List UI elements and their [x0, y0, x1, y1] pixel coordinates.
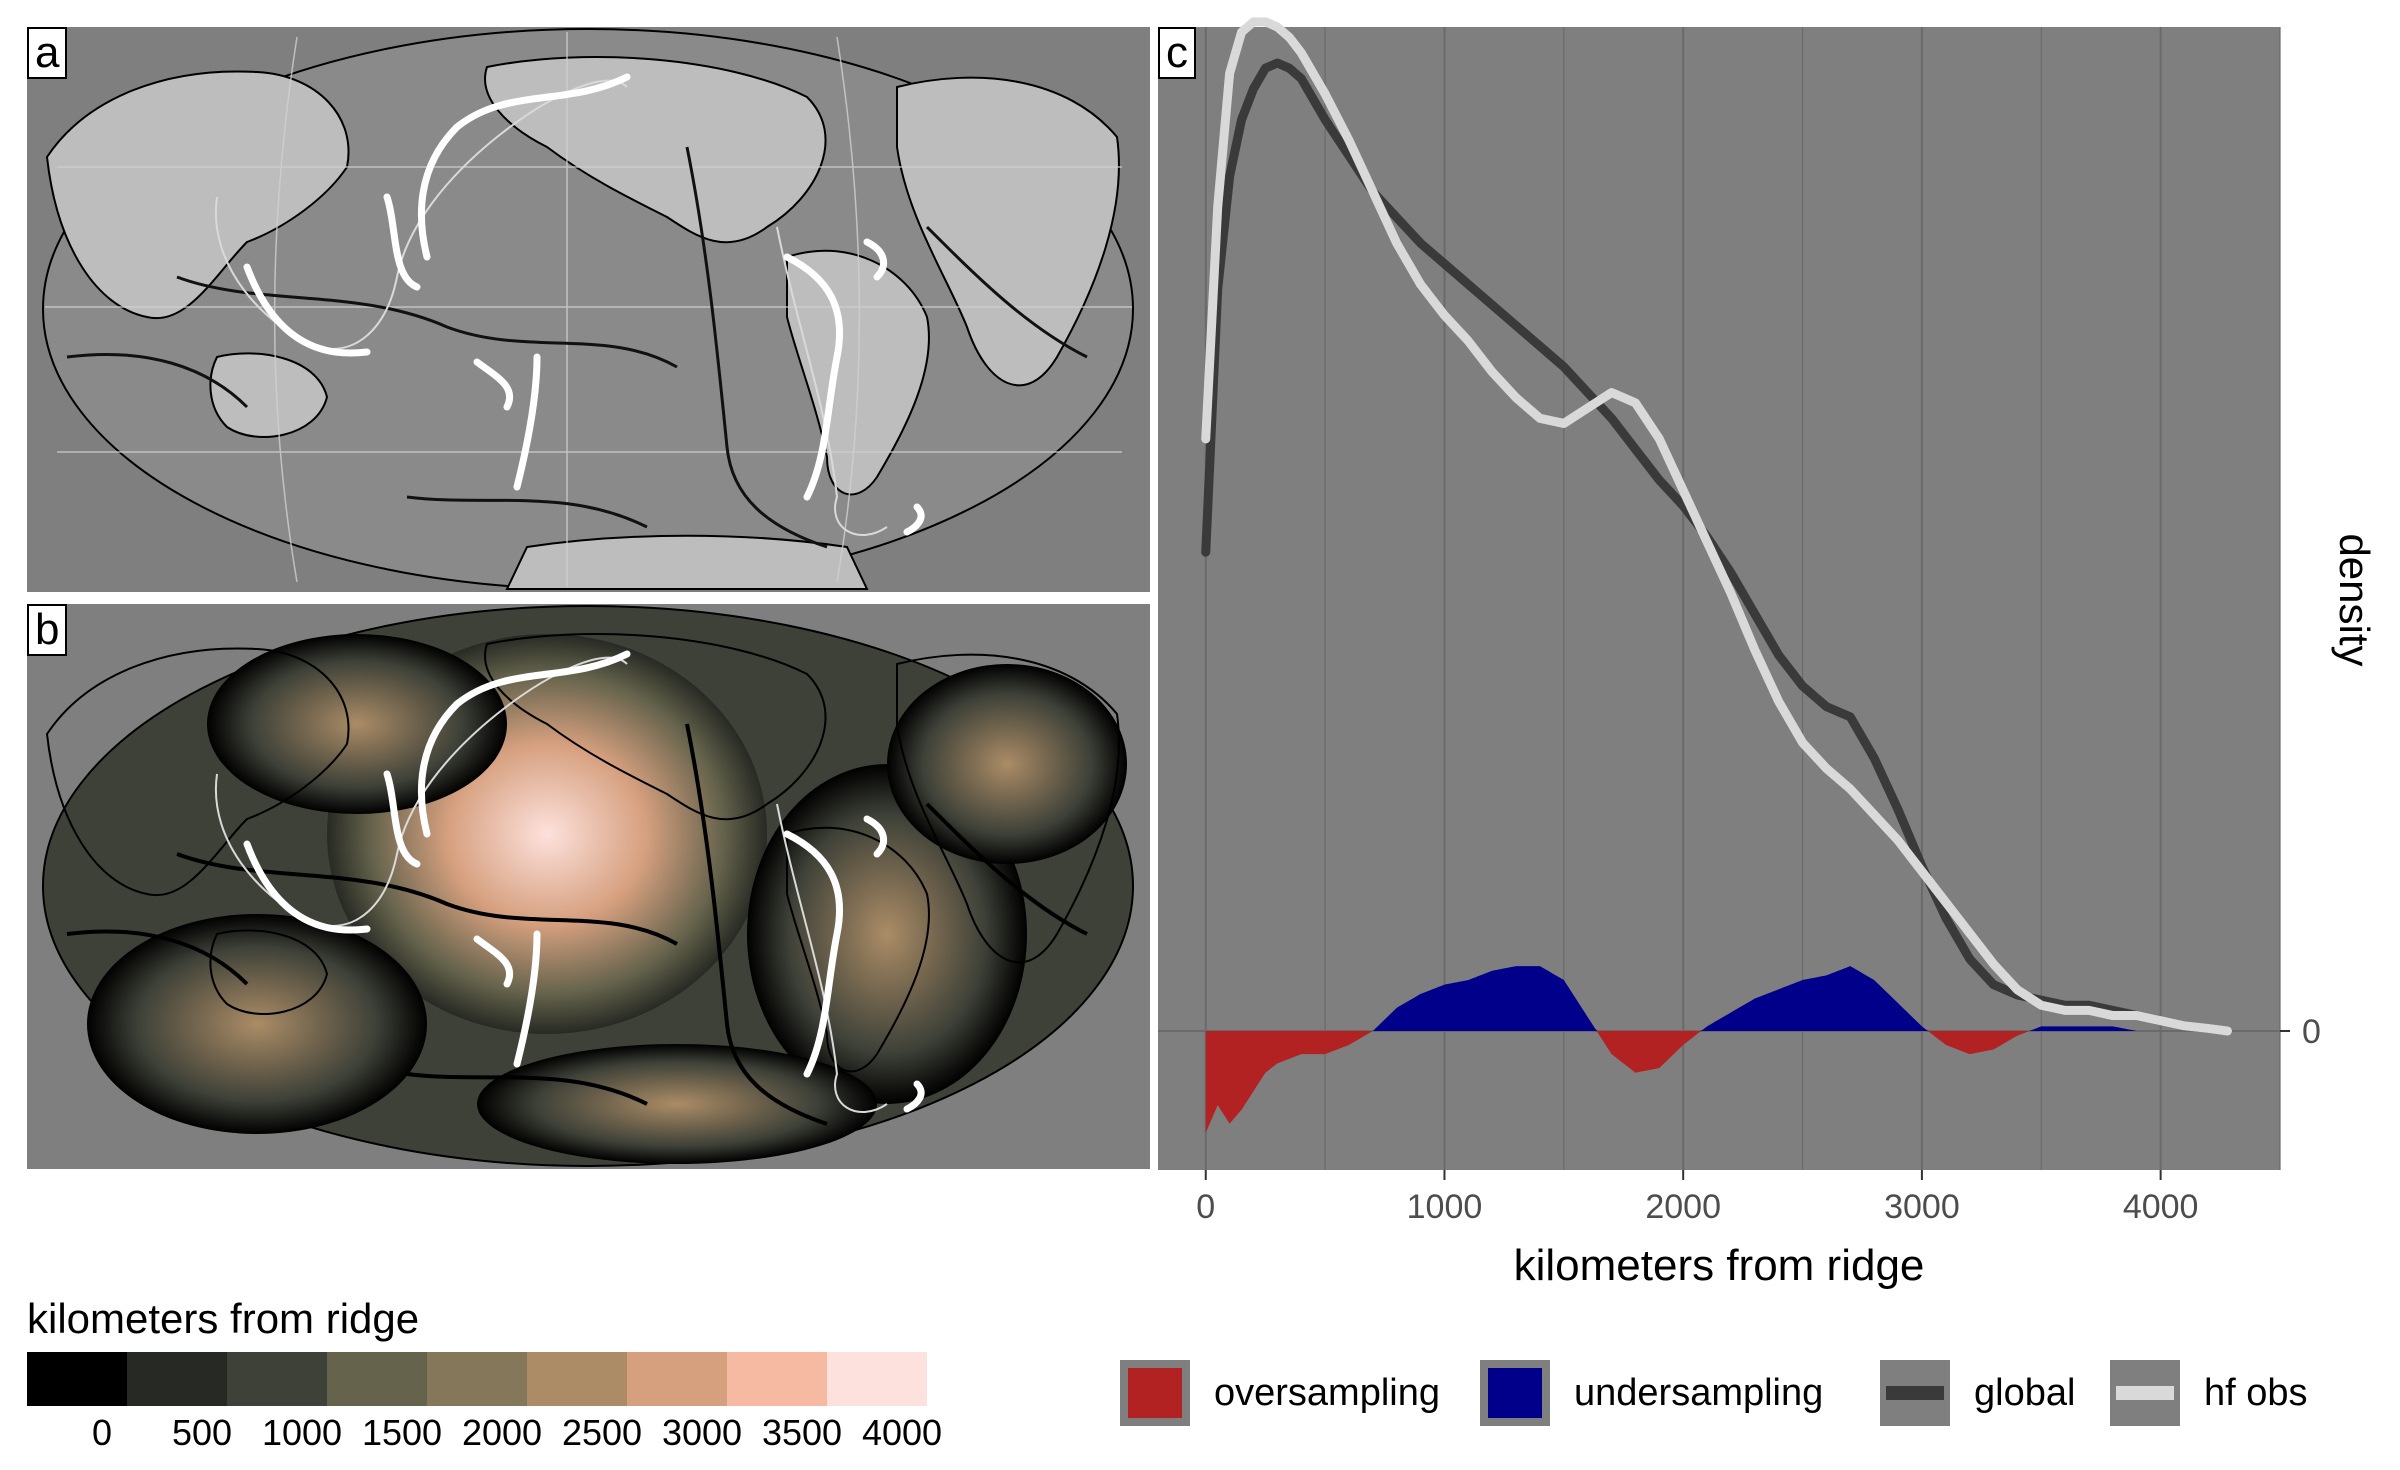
map-panel-a: a: [27, 27, 1150, 592]
x-tick-label: 4000: [2123, 1188, 2199, 1226]
colorbar-swatch: [227, 1352, 327, 1406]
colorbar-swatch: [527, 1352, 627, 1406]
legend-swatch: [1488, 1368, 1542, 1418]
colorbar-tick-label: 2500: [561, 1412, 643, 1453]
heat-flow-observation-map: [42, 28, 1134, 590]
legend-label: global: [1974, 1371, 2076, 1414]
legend-key: [2110, 1360, 2180, 1426]
legend-label: oversampling: [1214, 1371, 1440, 1414]
x-tick-label: 0: [1196, 1188, 1215, 1226]
legend-item-oversampling: oversampling: [1120, 1360, 1440, 1426]
ridge-lines: [66, 723, 1088, 1126]
legend-key: [1880, 1360, 1950, 1426]
ridge-boundaries: [66, 146, 1088, 549]
continent-outlines: [45, 633, 1120, 1073]
legend-swatch: [1128, 1368, 1182, 1418]
colorbar-tick-label: 4000: [861, 1412, 943, 1453]
legend-key: [1480, 1360, 1550, 1426]
panel-label-b: b: [27, 604, 68, 656]
colorbar-tick-label: 0: [91, 1412, 113, 1453]
colorbar-swatch: [727, 1352, 827, 1406]
trench-contours: [214, 656, 888, 1114]
x-tick-label: 3000: [1884, 1188, 1960, 1226]
x-axis-label: kilometers from ridge: [1514, 1241, 1925, 1290]
density-plot-panel: c: [1158, 27, 2280, 1170]
colorbar-tick-label: 1000: [261, 1412, 343, 1453]
colorbar-tick-label: 1500: [361, 1412, 443, 1453]
legend-key: [1120, 1360, 1190, 1426]
x-tick-label: 2000: [1645, 1188, 1721, 1226]
series-line-global: [1201, 58, 2232, 1036]
colorbar-swatch: [627, 1352, 727, 1406]
ridge-distance-map: [42, 605, 1134, 1167]
panel-label-c: c: [1158, 27, 1196, 79]
oversampling-area: [1205, 1030, 2228, 1133]
colorbar-tick-label: 3000: [661, 1412, 743, 1453]
legend-swatch: [2116, 1386, 2174, 1400]
legend-item-undersampling: undersampling: [1480, 1360, 1823, 1426]
map-panel-b: b: [27, 604, 1150, 1169]
colorbar-swatch: [827, 1352, 927, 1406]
colorbar-title: kilometers from ridge: [27, 1295, 420, 1342]
legend-item-hf-obs: hf obs: [2110, 1360, 2308, 1426]
colorbar-tick-label: 3500: [761, 1412, 843, 1453]
legend-swatch: [1886, 1386, 1944, 1400]
trench-contours: [214, 79, 888, 537]
colorbar-tick-label: 2000: [461, 1412, 543, 1453]
colorbar-swatch: [27, 1352, 127, 1406]
legend-item-global: global: [1880, 1360, 2075, 1426]
x-tick-label: 1000: [1407, 1188, 1483, 1226]
legend-label: hf obs: [2204, 1371, 2308, 1414]
series-line-hf-obs: [1201, 17, 2232, 1036]
undersampling-area: [1205, 966, 2228, 1031]
y-axis-label: density: [2331, 533, 2378, 666]
colorbar-swatch: [127, 1352, 227, 1406]
legend-label: undersampling: [1574, 1371, 1824, 1414]
subduction-trenches: [243, 73, 925, 536]
colorbar-tick-label: 500: [171, 1412, 233, 1453]
y-tick-label: 0: [2302, 1013, 2321, 1051]
subduction-trenches: [243, 650, 925, 1113]
colorbar-swatch: [427, 1352, 527, 1406]
colorbar-swatch: [327, 1352, 427, 1406]
panel-label-a: a: [27, 27, 68, 79]
